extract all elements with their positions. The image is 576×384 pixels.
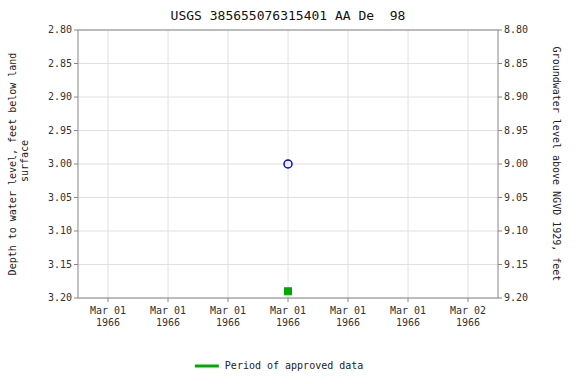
grid-line-x: [468, 30, 469, 298]
y2-tick-label: 9.10: [504, 225, 528, 236]
y2-tick-label: 9.00: [504, 158, 528, 169]
y2-tick: [498, 130, 502, 131]
y-axis: 2.80 2.85 2.90 2.95 3.00 3.05 3.10 3.15 3.20: [48, 24, 78, 303]
legend-label: Period of approved data: [225, 360, 363, 371]
x-tick-label-line: Mar 01: [330, 305, 366, 316]
x-tick: [408, 298, 409, 302]
legend: Period of approved data: [195, 360, 363, 371]
y2-axis: 9.20 9.15 9.10 9.05 9.00 8.95 8.90 8.85 8.80: [498, 24, 528, 303]
y-tick-label: 3.20: [48, 292, 72, 303]
y-tick-label: 2.95: [48, 125, 72, 136]
points: [284, 160, 292, 295]
y2-tick: [498, 298, 502, 299]
y-tick: [74, 63, 78, 64]
plot-frame: [78, 30, 498, 298]
x-tick-label-line: 1966: [276, 317, 300, 328]
x-tick: [468, 298, 469, 302]
grid-line-x: [168, 30, 169, 298]
x-tick-label-line: Mar 01: [390, 305, 426, 316]
y-tick-label: 2.90: [48, 91, 72, 102]
x-axis: Mar 011966Mar 011966Mar 011966Mar 011966…: [90, 298, 486, 328]
x-tick: [288, 298, 289, 302]
x-tick-label: Mar 011966: [390, 305, 426, 328]
x-tick: [168, 298, 169, 302]
y-tick-label: 3.10: [48, 225, 72, 236]
x-tick-label-line: 1966: [156, 317, 180, 328]
x-tick-label-line: Mar 01: [90, 305, 126, 316]
x-tick-label: Mar 011966: [90, 305, 126, 328]
legend-swatch: [195, 365, 219, 368]
y-tick: [74, 264, 78, 265]
y-axis-label-line: surface: [19, 140, 30, 188]
y2-tick: [498, 264, 502, 265]
y-tick: [74, 97, 78, 98]
y-tick: [74, 231, 78, 232]
y2-tick: [498, 63, 502, 64]
x-tick-label-line: 1966: [216, 317, 240, 328]
x-tick-label-line: 1966: [456, 317, 480, 328]
y-tick: [74, 164, 78, 165]
y2-tick: [498, 97, 502, 98]
x-tick: [228, 298, 229, 302]
square-point: [285, 288, 292, 295]
grid-line-x: [228, 30, 229, 298]
y2-tick: [498, 30, 502, 31]
y-tick: [74, 197, 78, 198]
y2-tick-label: 8.85: [504, 58, 528, 69]
y2-tick-label: 9.15: [504, 259, 528, 270]
y2-tick: [498, 197, 502, 198]
x-tick-label-line: 1966: [396, 317, 420, 328]
y-tick: [74, 130, 78, 131]
y-tick-label: 3.15: [48, 259, 72, 270]
y-tick-label: 2.80: [48, 24, 72, 35]
y-tick: [74, 30, 78, 31]
y-axis-label: Depth to water level, feet below land su…: [7, 53, 30, 276]
y2-tick-label: 9.05: [504, 192, 528, 203]
x-tick-label: Mar 011966: [150, 305, 186, 328]
x-tick-label-line: Mar 01: [270, 305, 306, 316]
y2-tick: [498, 164, 502, 165]
x-tick: [348, 298, 349, 302]
chart: 2.80 2.85 2.90 2.95 3.00 3.05 3.10 3.15 3.20 9.20…: [0, 0, 576, 384]
title: USGS 385655076315401 AA De 98: [171, 8, 406, 23]
grid-line-x: [288, 30, 289, 298]
y-tick-label: 2.85: [48, 58, 72, 69]
y2-tick: [498, 231, 502, 232]
x-tick-label-line: 1966: [96, 317, 120, 328]
y2-tick-label: 8.80: [504, 24, 528, 35]
x-tick-label-line: Mar 01: [210, 305, 246, 316]
background: [0, 0, 576, 384]
y-tick: [74, 298, 78, 299]
circle-point: [284, 160, 292, 168]
x-tick-label: Mar 021966: [450, 305, 486, 328]
grid-line-x: [108, 30, 109, 298]
grid: [78, 30, 498, 298]
y2-tick-label: 8.95: [504, 125, 528, 136]
x-tick-label: Mar 011966: [210, 305, 246, 328]
x-tick-label-line: Mar 02: [450, 305, 486, 316]
x-tick-label: Mar 011966: [270, 305, 306, 328]
y2-tick-label: 9.20: [504, 292, 528, 303]
y-axis-label-line: Depth to water level, feet below land: [7, 53, 18, 276]
grid-line-x: [408, 30, 409, 298]
grid-line-x: [348, 30, 349, 298]
x-tick-label: Mar 011966: [330, 305, 366, 328]
x-tick-label-line: Mar 01: [150, 305, 186, 316]
x-tick-label-line: 1966: [336, 317, 360, 328]
y2-axis-label: Groundwater level above NGVD 1929, feet: [551, 47, 562, 282]
y2-tick-label: 8.90: [504, 91, 528, 102]
y-tick-label: 3.05: [48, 192, 72, 203]
y-tick-label: 3.00: [48, 158, 72, 169]
x-tick: [108, 298, 109, 302]
